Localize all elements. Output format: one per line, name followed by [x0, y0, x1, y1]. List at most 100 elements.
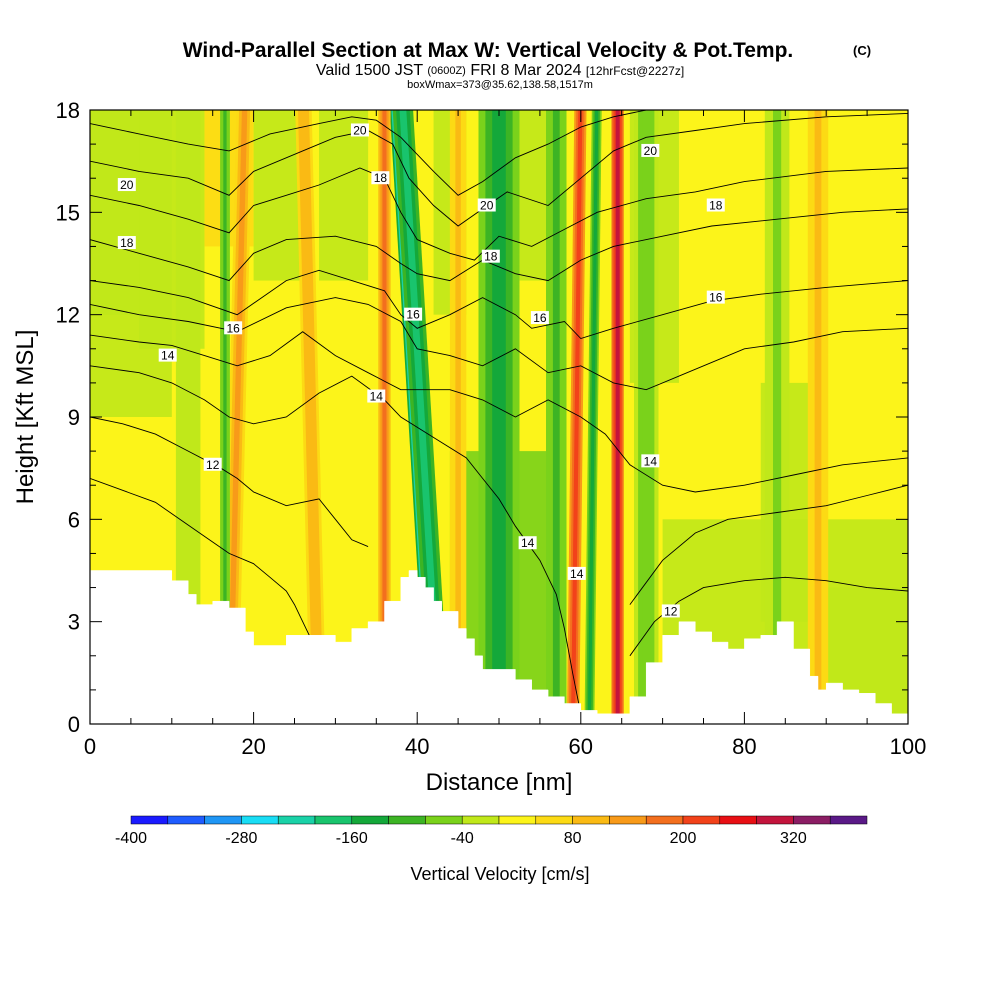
colorbar-swatch — [314, 815, 353, 825]
contour-label: 18 — [117, 236, 136, 250]
contour-label: 20 — [117, 178, 136, 192]
velocity-band — [227, 110, 248, 724]
contour-label-bg — [641, 454, 660, 468]
contour-label-text: 16 — [533, 311, 547, 325]
contour-label-text: 12 — [206, 458, 220, 472]
field-patch — [253, 110, 303, 281]
velocity-band — [773, 110, 782, 724]
contour-label-text: 16 — [406, 308, 420, 322]
potential-temperature-contours — [90, 110, 908, 714]
y-axis-title: Height [Kft MSL] — [12, 330, 39, 505]
colorbar-title: Vertical Velocity [cm/s] — [410, 864, 589, 884]
contour-label: 16 — [530, 311, 549, 325]
contour-label-text: 14 — [570, 567, 584, 581]
colorbar-swatch — [793, 815, 831, 825]
colorbar-swatch — [461, 815, 500, 825]
contour-label: 12 — [661, 604, 680, 618]
contour-label-bg — [477, 198, 496, 212]
contour-label-bg — [117, 236, 136, 250]
contour-label-text: 14 — [161, 349, 175, 363]
contour-label: 20 — [641, 143, 660, 158]
colorbar-swatch — [645, 815, 684, 825]
colorbar-tick-label: -280 — [225, 830, 257, 847]
velocity-band — [455, 110, 461, 724]
contour-label-text: 18 — [374, 171, 388, 185]
theta-contour — [90, 112, 908, 227]
contour-label-bg — [404, 307, 423, 321]
terrain — [90, 570, 908, 724]
velocity-band — [399, 110, 444, 724]
colorbar-swatch — [425, 815, 463, 825]
velocity-band — [642, 110, 651, 724]
velocity-band — [184, 110, 193, 724]
contour-label: 16 — [404, 307, 423, 322]
valid-prefix: Valid 1500 JST — [316, 62, 424, 79]
valid-date: FRI 8 Mar 2024 — [470, 62, 581, 79]
contour-label: 14 — [567, 566, 586, 581]
axis-ticks: 0 20 40 60 80 100 0 3 6 9 12 15 18 — [56, 98, 927, 759]
theta-contour — [90, 110, 647, 196]
plot-area: 20 18 20 18 16 14 12 14 16 20 18 16 20 18 16 14 14 14 12 — [90, 110, 908, 724]
contour-label-bg — [371, 171, 390, 185]
valid-zulu: (0600Z) — [427, 65, 466, 77]
velocity-band — [587, 110, 599, 724]
y-tick-label: 15 — [56, 200, 80, 225]
contour-label-bg — [706, 198, 725, 212]
x-axis-title: Distance [nm] — [426, 769, 573, 796]
contour-label-text: 14 — [644, 454, 658, 468]
contour-label-text: 14 — [370, 390, 384, 404]
contour-label-bg — [706, 290, 725, 304]
contour-label: 18 — [371, 171, 390, 185]
theta-contour — [90, 297, 908, 391]
contour-label-bg — [518, 536, 537, 550]
contour-label-text: 20 — [120, 178, 134, 192]
theta-contour — [90, 269, 908, 340]
contour-label: 16 — [706, 290, 725, 305]
velocity-band — [814, 110, 822, 724]
colorbar-swatch — [204, 815, 242, 825]
colorbar-swatch — [351, 815, 389, 825]
chart-title: Wind-Parallel Section at Max W: Vertical… — [183, 39, 794, 62]
contour-label-text: 16 — [226, 321, 240, 335]
colorbar-tick-label: 200 — [670, 830, 697, 847]
x-tick-label: 20 — [241, 734, 265, 759]
theta-contour — [90, 167, 908, 261]
velocity-band — [223, 110, 227, 724]
contour-label-bg — [367, 389, 386, 403]
colorbar-swatch — [756, 815, 794, 825]
theta-contour — [629, 484, 908, 605]
colorbar-swatch — [829, 815, 868, 825]
contour-label-bg — [203, 457, 222, 471]
colorbar-tick-label: -400 — [115, 830, 147, 847]
colorbar-swatch — [572, 815, 610, 825]
colorbar-swatch — [498, 815, 537, 825]
contour-label-bg — [350, 123, 369, 137]
x-tick-label: 60 — [569, 734, 593, 759]
contour-labels: 20 18 20 18 16 14 12 14 16 20 18 16 20 18 16 14 14 14 12 — [117, 123, 725, 618]
theta-contour — [90, 331, 908, 493]
forecast-info: [12hrFcst@2227z] — [586, 64, 684, 78]
contour-label-text: 12 — [664, 604, 678, 618]
y-tick-label: 12 — [56, 303, 80, 328]
velocity-band — [552, 110, 560, 724]
box-info: boxWmax=373@35.62,138.58,1517m — [407, 79, 593, 91]
contour-label-text: 20 — [353, 123, 367, 137]
contour-label: 18 — [481, 250, 500, 264]
velocity-band — [382, 110, 387, 724]
contour-label-bg — [117, 178, 136, 192]
colorbar-swatch — [609, 815, 647, 825]
contour-label: 14 — [641, 454, 660, 468]
theta-contour — [90, 208, 908, 282]
velocity-band — [615, 110, 620, 724]
contour-label: 16 — [224, 321, 243, 335]
velocity-band — [300, 110, 321, 724]
contour-label: 12 — [203, 457, 222, 472]
colorbar-tick-label: -160 — [336, 830, 368, 847]
contour-label: 14 — [367, 389, 386, 404]
colorbar-swatch — [167, 815, 205, 825]
contour-label-text: 18 — [709, 199, 723, 213]
contour-label-text: 16 — [709, 291, 723, 305]
contour-label-bg — [158, 348, 177, 362]
contour-label-text: 14 — [521, 536, 535, 550]
